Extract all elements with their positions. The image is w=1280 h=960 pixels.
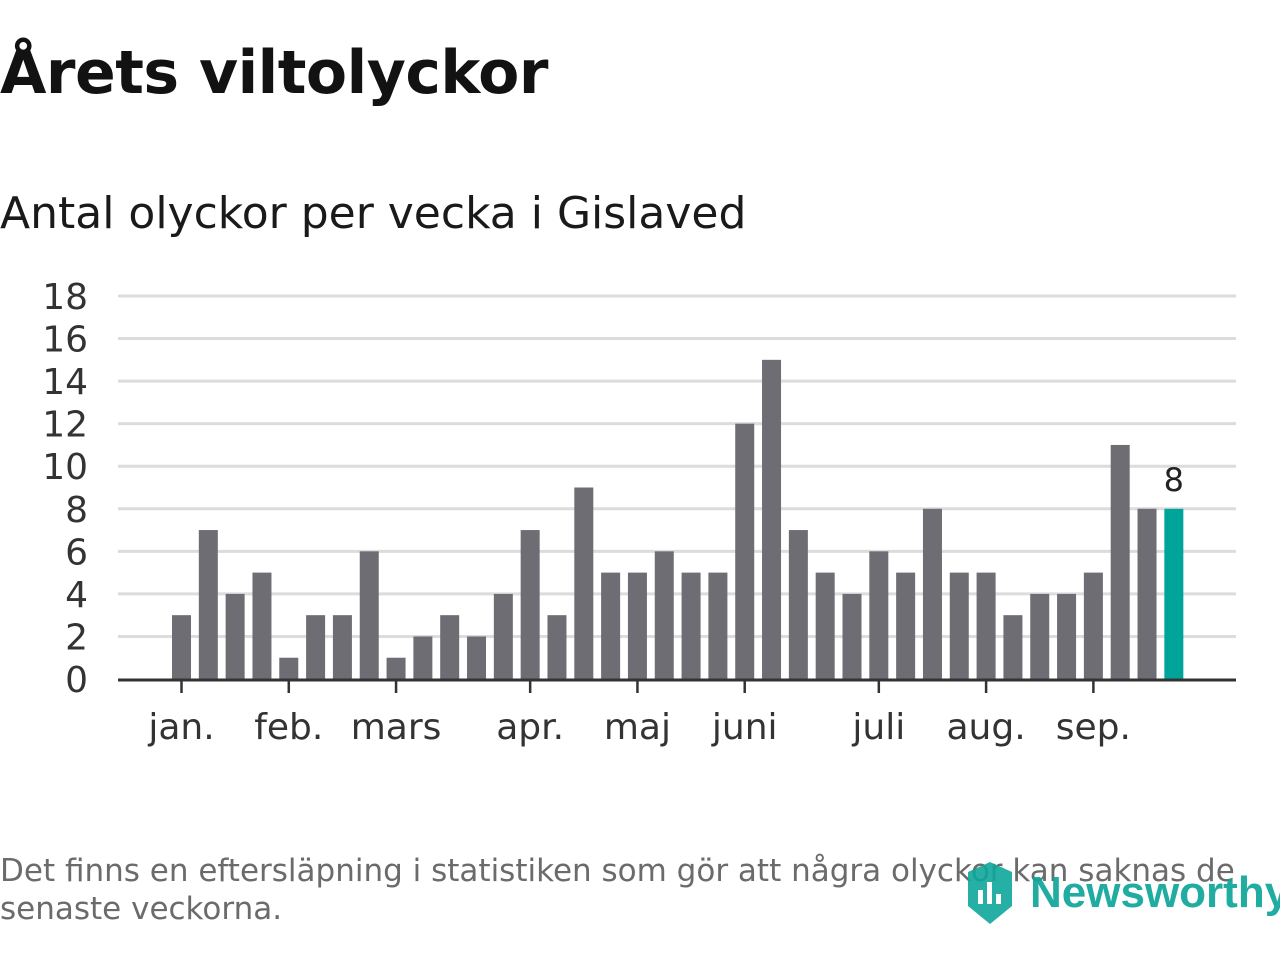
chart-title: Årets viltolyckor <box>0 38 549 108</box>
bar <box>1137 508 1157 679</box>
bar <box>708 572 728 679</box>
bar <box>306 615 326 679</box>
bar <box>225 593 245 679</box>
bar <box>842 593 862 679</box>
y-tick-label: 10 <box>42 447 88 488</box>
bar <box>949 572 969 679</box>
data-labels: 8 <box>1164 461 1184 499</box>
y-tick-label: 4 <box>65 575 88 616</box>
x-axis: jan. feb. mars apr. maj juni juli aug. sep. <box>118 678 1236 748</box>
bar <box>413 636 433 679</box>
bar <box>172 615 191 679</box>
brand-name: Newsworthy <box>1030 868 1280 917</box>
bar <box>976 572 996 679</box>
x-tick-label: aug. <box>947 707 1026 748</box>
bar <box>627 572 647 679</box>
x-tick-label: apr. <box>496 707 564 748</box>
bar <box>869 551 889 679</box>
bar <box>386 657 406 679</box>
bar <box>574 487 594 679</box>
bar <box>252 572 272 679</box>
bars <box>172 359 1184 679</box>
y-tick-label: 14 <box>42 362 88 403</box>
bar <box>735 423 755 679</box>
bar <box>681 572 701 679</box>
bar <box>520 530 540 679</box>
newsworthy-logo: Newsworthy <box>964 858 1280 928</box>
bar <box>1110 444 1130 679</box>
bar <box>1030 593 1050 679</box>
bar <box>1003 615 1023 679</box>
bar <box>493 593 513 679</box>
bar <box>198 530 218 679</box>
y-tick-label: 0 <box>65 660 88 701</box>
bar <box>762 359 782 679</box>
data-label: 8 <box>1164 461 1184 499</box>
bar <box>440 615 460 679</box>
bar <box>788 530 808 679</box>
bar <box>359 551 379 679</box>
bar <box>896 572 916 679</box>
y-tick-label: 8 <box>65 490 88 531</box>
y-tick-label: 18 <box>42 277 88 318</box>
chart-subtitle: Antal olyckor per vecka i Gislaved <box>0 188 747 239</box>
bar <box>332 615 352 679</box>
x-tick-label: sep. <box>1056 707 1131 748</box>
y-tick-label: 2 <box>65 617 88 658</box>
x-tick-label: mars <box>351 707 442 748</box>
bar <box>467 636 487 679</box>
bar <box>1083 572 1103 679</box>
gridlines <box>118 294 1236 638</box>
y-tick-label: 12 <box>42 405 88 446</box>
y-tick-label: 6 <box>65 532 88 573</box>
y-tick-label: 16 <box>42 320 88 361</box>
footnote: Det finns en eftersläpning i statistiken… <box>0 853 1235 927</box>
bar <box>279 657 299 679</box>
x-tick-label: juli <box>851 707 905 748</box>
newsworthy-logo-icon <box>968 862 1012 924</box>
bar <box>1057 593 1077 679</box>
bar <box>601 572 621 679</box>
bar <box>547 615 567 679</box>
x-tick-label: feb. <box>254 707 323 748</box>
x-tick-label: jan. <box>147 707 214 748</box>
bar <box>815 572 835 679</box>
x-tick-label: juni <box>711 707 778 748</box>
x-tick-label: maj <box>604 707 671 748</box>
bar <box>654 551 674 679</box>
bar-highlight <box>1164 508 1184 679</box>
bar <box>922 508 942 679</box>
